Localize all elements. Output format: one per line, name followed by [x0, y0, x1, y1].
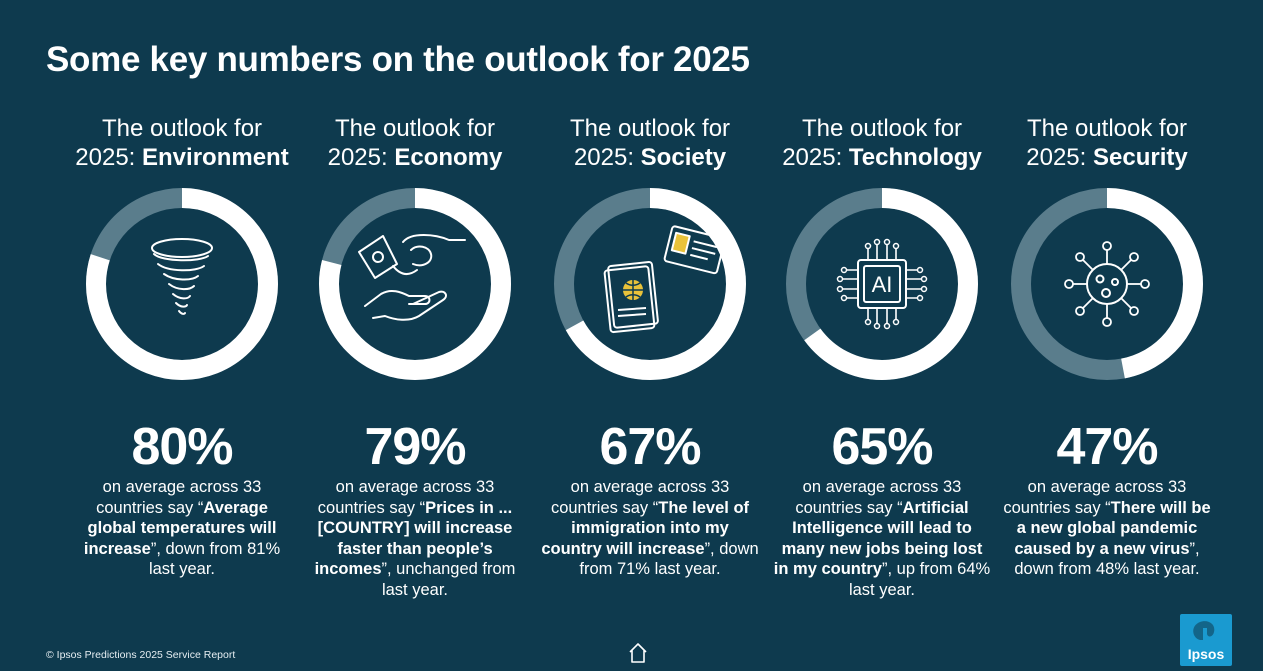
heading-top-text: The outlook for	[569, 115, 731, 142]
description-text: on average across 33 countries say “Ther…	[992, 477, 1222, 580]
description-lead: on average across 33 countries say “	[317, 478, 495, 517]
percent-value: 79%	[364, 418, 466, 476]
donut-chart	[86, 188, 278, 380]
description-text: on average across 33 countries say “Aver…	[67, 477, 297, 580]
heading-top-text: The outlook for	[1026, 115, 1188, 142]
description-trend: ”, down from 71% last year.	[579, 539, 759, 579]
outlook-card-security: The outlook for 2025: Security 47% on aver…	[992, 114, 1222, 580]
donut-chart	[1011, 188, 1203, 380]
card-heading: The outlook for 2025: Economy	[300, 114, 530, 174]
copyright-text: © Ipsos Predictions 2025 Service Report	[46, 649, 236, 661]
outlook-card-technology: The outlook for 2025: Technology AI 65% on …	[767, 114, 997, 600]
donut-value-segment	[86, 188, 278, 380]
percent-value: 80%	[131, 418, 233, 476]
heading-top-text: The outlook for	[801, 115, 963, 142]
description-trend: ”, down from 48% last year.	[1014, 539, 1200, 579]
description-lead: on average across 33 countries say “	[96, 478, 262, 517]
card-heading: The outlook for 2025: Environment	[67, 114, 297, 174]
donut-chart	[554, 188, 746, 380]
donut-value-segment	[786, 188, 978, 380]
description-trend: ”, down from 81% last year.	[148, 539, 281, 579]
card-heading: The outlook for 2025: Security	[992, 114, 1222, 174]
home-icon[interactable]	[628, 642, 648, 669]
description-lead: on average across 33 countries say “	[1003, 478, 1187, 517]
heading-prefix-text: 2025:	[573, 144, 641, 171]
heading-category-text: Economy	[394, 144, 503, 171]
chip-label: AI	[872, 272, 893, 297]
tornado-icon	[151, 238, 213, 315]
percent-value: 67%	[599, 418, 701, 476]
outlook-card-environment: The outlook for 2025: Environment 80% on a…	[67, 114, 297, 580]
description-trend: ”, up from 64% last year.	[848, 560, 991, 599]
donut-value-segment	[1011, 188, 1203, 380]
description-statement: Average global temperatures will increas…	[83, 498, 277, 558]
description-statement: Prices in ... [COUNTRY] will increase fa…	[314, 498, 513, 579]
heading-category-text: Environment	[142, 144, 289, 171]
virus-icon	[1064, 241, 1150, 327]
heading-prefix-text: 2025:	[327, 144, 395, 171]
heading-category-text: Security	[1093, 144, 1188, 171]
heading-category-text: Society	[640, 144, 727, 171]
ai-chip-icon: AI	[836, 238, 928, 330]
heading-prefix-text: 2025:	[782, 144, 849, 171]
description-lead: on average across 33 countries say “	[550, 478, 730, 517]
ipsos-logo: Ipsos	[1180, 614, 1232, 666]
heading-category-text: Technology	[848, 144, 982, 171]
description-statement: Artificial Intelligence will lead to man…	[773, 498, 983, 579]
description-text: on average across 33 countries say “Pric…	[300, 477, 530, 600]
description-trend: ”, unchanged from last year.	[381, 560, 516, 599]
logo-text: Ipsos	[1187, 646, 1225, 662]
donut-chart	[319, 188, 511, 380]
outlook-card-economy: The outlook for 2025: Economy 79% on avera…	[300, 114, 530, 600]
description-text: on average across 33 countries say “Arti…	[767, 477, 997, 600]
description-statement: The level of immigration into my country…	[541, 498, 750, 558]
donut-value-segment	[319, 188, 511, 380]
donut-value-segment	[554, 188, 746, 380]
description-text: on average across 33 countries say “The …	[535, 477, 765, 580]
money-hands-icon	[358, 234, 466, 321]
heading-prefix-text: 2025:	[1026, 144, 1093, 171]
passport-icon	[603, 225, 726, 334]
card-heading: The outlook for 2025: Society	[535, 114, 765, 174]
description-lead: on average across 33 countries say “	[795, 478, 962, 517]
outlook-card-society: The outlook for 2025: Society 67% on avera…	[535, 114, 765, 580]
description-statement: There will be a new global pandemic caus…	[1014, 498, 1211, 558]
page-title: Some key numbers on the outlook for 2025	[46, 40, 750, 79]
heading-prefix-text: 2025:	[75, 144, 143, 171]
heading-top-text: The outlook for	[101, 115, 263, 142]
heading-top-text: The outlook for	[334, 115, 496, 142]
percent-value: 47%	[1056, 418, 1158, 476]
percent-value: 65%	[831, 418, 933, 476]
card-heading: The outlook for 2025: Technology	[767, 114, 997, 174]
donut-chart: AI	[786, 188, 978, 380]
